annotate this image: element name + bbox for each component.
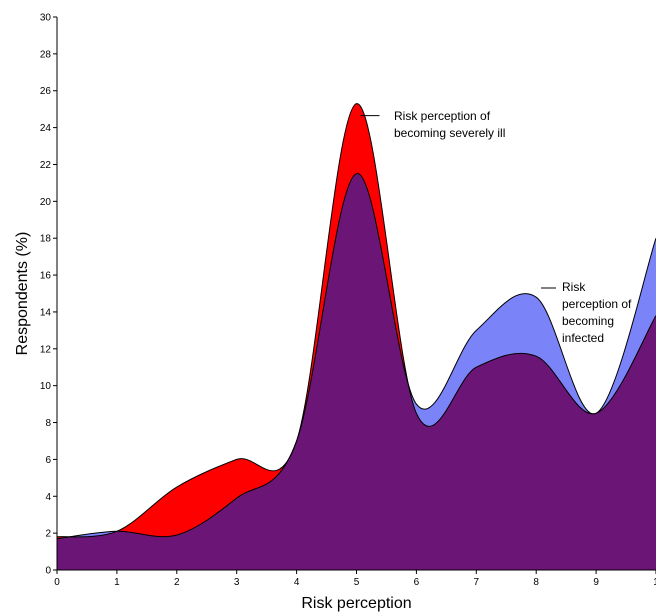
infected-label: perception of [562, 297, 632, 311]
series-infected-line [56, 173, 656, 540]
y-tick-label: 28 [40, 49, 52, 60]
x-tick-label: 4 [294, 577, 300, 588]
y-tick-label: 30 [40, 13, 52, 24]
x-tick-label: 1 [653, 577, 656, 588]
x-tick-label: 3 [234, 577, 240, 588]
y-tick-label: 18 [40, 234, 52, 245]
y-tick-label: 24 [40, 123, 52, 134]
x-tick-label: 8 [533, 577, 539, 588]
x-tick-label: 9 [593, 577, 599, 588]
y-axis-title: Respondents (%) [14, 232, 31, 356]
y-tick-label: 10 [40, 381, 52, 392]
infected-label: Risk [562, 280, 586, 294]
infected-label: becoming [562, 314, 614, 328]
x-axis-title: Risk perception [301, 595, 411, 612]
y-tick-label: 22 [40, 160, 52, 171]
y-tick-label: 26 [40, 86, 52, 97]
axes: 02468101214161820222426283001234567891Ri… [14, 13, 656, 612]
y-tick-label: 14 [40, 307, 52, 318]
y-tick-label: 2 [45, 529, 51, 540]
y-tick-label: 12 [40, 344, 52, 355]
x-tick-label: 1 [114, 577, 120, 588]
y-tick-label: 16 [40, 271, 52, 282]
overlap-area [57, 173, 656, 570]
y-tick-label: 8 [45, 418, 51, 429]
severely-ill-label: Risk perception of [394, 109, 491, 123]
x-tick-label: 6 [414, 577, 420, 588]
y-tick-label: 4 [45, 492, 51, 503]
x-tick-label: 5 [354, 577, 360, 588]
y-tick-label: 0 [45, 566, 51, 577]
infected-label: infected [562, 331, 604, 345]
x-tick-label: 0 [54, 577, 60, 588]
y-tick-label: 6 [45, 455, 51, 466]
x-tick-label: 7 [474, 577, 480, 588]
y-tick-label: 20 [40, 197, 52, 208]
plot-area [56, 103, 656, 571]
annotations: Risk perception of becoming severely ill R… [360, 109, 632, 345]
severely-ill-label: becoming severely ill [394, 126, 505, 140]
series-severely-ill-line [56, 103, 656, 538]
x-tick-label: 2 [174, 577, 180, 588]
